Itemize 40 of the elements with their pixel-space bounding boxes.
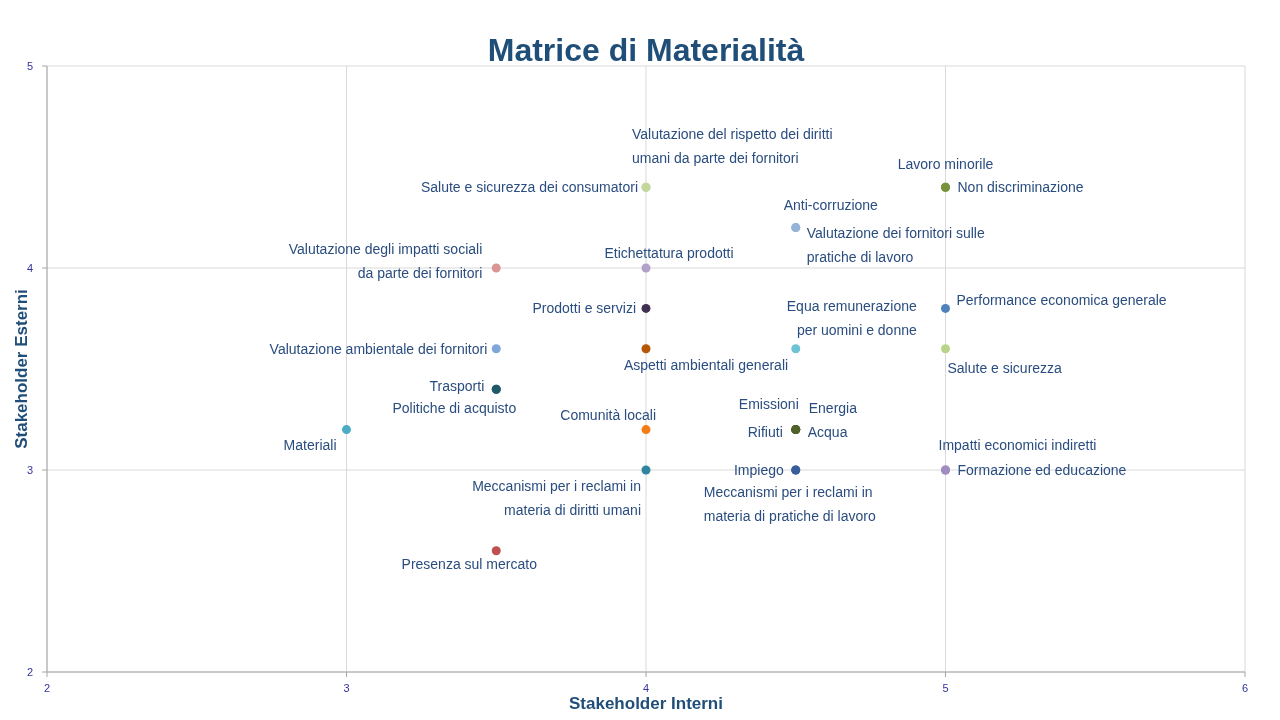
series-label: Formazione ed educazione — [957, 462, 1127, 478]
series-label: Energia — [808, 399, 858, 416]
y-tick-label: 2 — [26, 666, 33, 678]
series-label: Impatti economici indiretti — [938, 437, 1097, 453]
series-label: Valutazione degli impatti sociali da parte dei fornitori — [288, 241, 483, 281]
series-label: Trasporti — [429, 378, 485, 395]
series-label: Politiche di acquisto — [392, 400, 517, 417]
series-label: Performance economica generale — [956, 292, 1167, 309]
series-label: Salute e sicurezza — [947, 359, 1063, 376]
x-axis-title: Stakeholder Interni — [569, 694, 723, 713]
y-axis-title: Stakeholder Esterni — [12, 289, 31, 449]
x-tick-label: 4 — [642, 682, 650, 694]
series-label: Lavoro minorile — [897, 156, 994, 173]
series-label: Presenza sul mercato — [401, 555, 538, 572]
series-label: Prodotti e servizi — [532, 300, 636, 317]
series-label: Comunità locali — [560, 406, 656, 423]
series-label: Salute e sicurezza dei consumatori — [420, 179, 638, 196]
series-label: Valutazione del rispetto dei diritti umani da parte dei fornitori — [632, 126, 833, 167]
series-label: Impiego — [733, 462, 784, 478]
series-label: Emissioni — [738, 395, 799, 412]
series-label: Acqua — [807, 423, 848, 440]
series-label: Materiali — [283, 436, 337, 453]
series-label: Meccanismi per i reclami in materia di diritti umani — [472, 478, 641, 518]
x-tick-label: 3 — [343, 682, 350, 694]
series-label: Non discriminazione — [957, 179, 1084, 196]
text: Meccanismi per i reclami in materia di pratiche di lavoro — [703, 484, 876, 524]
x-tick-label: 2 — [43, 682, 51, 694]
series-label: Valutazione dei fornitori sulle pratiche di lavoro — [806, 224, 985, 265]
x-tick-label: 5 — [942, 682, 949, 694]
y-tick-label: 5 — [26, 60, 33, 72]
y-tick-label: 3 — [26, 464, 33, 476]
series-label: Equa remunerazione per uomini e donne — [786, 297, 917, 338]
series-label: Rifiuti — [747, 423, 783, 440]
series-label: Anti-corruzione — [783, 196, 879, 213]
series-label: Etichettatura prodotti — [604, 245, 734, 261]
series-label: Aspetti ambientali generali — [623, 356, 789, 373]
chart-title: Matrice di Materialità — [487, 32, 805, 68]
series-label: Valutazione ambientale dei fornitori — [269, 340, 488, 357]
y-tick-label: 4 — [26, 262, 33, 274]
x-tick-label: 6 — [1241, 682, 1249, 694]
